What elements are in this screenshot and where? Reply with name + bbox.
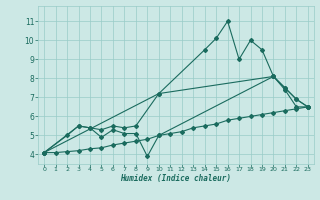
X-axis label: Humidex (Indice chaleur): Humidex (Indice chaleur) (121, 174, 231, 183)
